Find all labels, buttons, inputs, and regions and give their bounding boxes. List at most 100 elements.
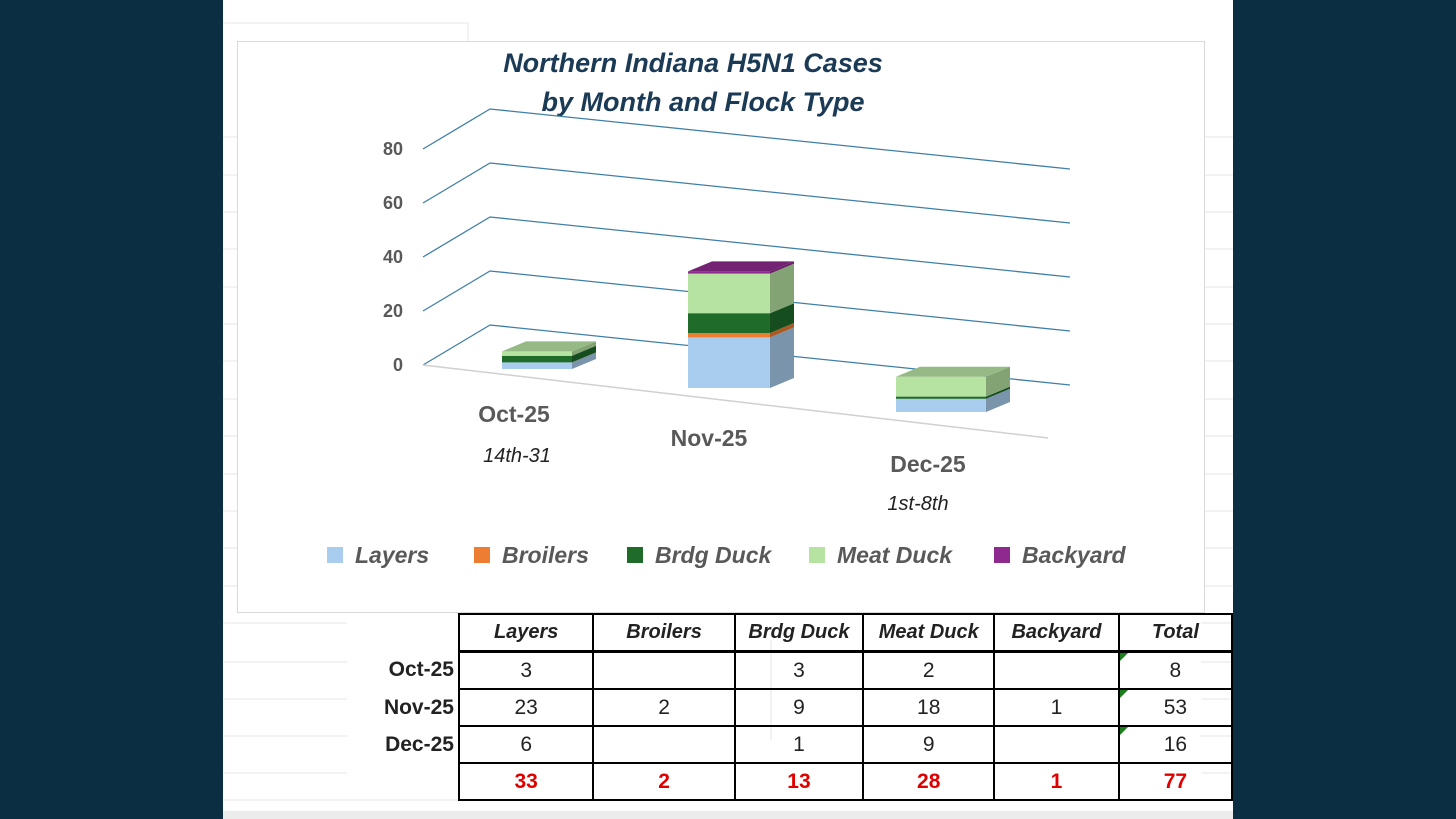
total-cell[interactable]: 2 (592, 762, 736, 801)
bar-segment-side (770, 263, 794, 314)
legend-label: Broilers (502, 542, 589, 568)
x-axis-labels: Oct-25 14th-31 Nov-25 Dec-25 1st-8th (478, 401, 966, 515)
table-header-row: Layers Broilers Brdg Duck Meat Duck Back… (347, 613, 1233, 653)
gridline (422, 108, 1071, 170)
table-cell-total[interactable]: 53 (1117, 688, 1233, 727)
table-corner (347, 614, 459, 652)
gridline (422, 162, 1071, 224)
slide: Northern Indiana H5N1 Cases by Month and… (223, 0, 1233, 819)
table-cell[interactable] (592, 650, 736, 690)
bar-stacks (502, 261, 1010, 412)
header-brdg-duck: Brdg Duck (733, 613, 865, 653)
row-label: Oct-25 (388, 658, 454, 682)
bar-segment-layers (502, 362, 572, 369)
bar-segment-meat-duck (688, 273, 770, 314)
total-cell[interactable]: 28 (862, 762, 996, 801)
y-tick-label: 40 (383, 247, 403, 267)
data-table: Layers Broilers Brdg Duck Meat Duck Back… (347, 613, 1233, 801)
table-row: Dec-25 6 1 9 16 (347, 725, 1233, 764)
x-category-label: Oct-25 (478, 401, 550, 427)
chart-svg: Northern Indiana H5N1 Cases by Month and… (327, 48, 1127, 568)
legend-label: Meat Duck (837, 542, 953, 568)
legend-swatch (994, 547, 1010, 563)
table-cell[interactable]: 23 (457, 688, 595, 727)
row-label-empty (347, 763, 459, 800)
bar-segment-side (572, 352, 596, 369)
x-category-label: Dec-25 (890, 451, 966, 477)
legend: Layers Broilers Brdg Duck Meat Duck Backyard (327, 542, 1127, 568)
table-cell[interactable]: 2 (862, 650, 996, 690)
bar-segment-layers (896, 398, 986, 412)
header-broilers: Broilers (592, 613, 736, 653)
y-tick-label: 60 (383, 193, 403, 213)
bar-stack-nov-25 (688, 261, 794, 388)
bar-segment-side (770, 327, 794, 388)
bar-segment-side (986, 366, 1010, 397)
table-cell[interactable]: 9 (733, 688, 865, 727)
total-cell[interactable]: 33 (457, 762, 595, 801)
bar-segment-meat-duck (502, 351, 572, 356)
bar-stack-oct-25 (502, 341, 596, 369)
bar-segment-brdg-duck (502, 355, 572, 363)
legend-label: Brdg Duck (655, 542, 773, 568)
table-totals-row: 33 2 13 28 1 77 (347, 762, 1233, 801)
total-cell[interactable]: 1 (993, 762, 1120, 801)
bar-segment-meat-duck (896, 376, 986, 397)
table-cell[interactable]: 1 (993, 688, 1120, 727)
legend-swatch (627, 547, 643, 563)
bar-stack-dec-25 (896, 366, 1010, 412)
x-category-sublabel: 1st-8th (887, 493, 948, 515)
header-total: Total (1117, 613, 1233, 653)
y-tick-label: 80 (383, 139, 403, 159)
row-label: Nov-25 (383, 695, 454, 719)
legend-label: Layers (355, 542, 429, 568)
gridline (422, 324, 1071, 386)
table-cell[interactable]: 18 (862, 688, 996, 727)
x-category-label: Nov-25 (671, 425, 748, 451)
table-cell[interactable] (993, 650, 1120, 690)
table-cell[interactable]: 9 (862, 725, 996, 764)
bar-segment-side (572, 341, 596, 356)
gridline (422, 270, 1071, 332)
table-cell[interactable]: 1 (733, 725, 865, 764)
bar-segment-brdg-duck (896, 396, 986, 399)
table-cell[interactable]: 2 (592, 688, 736, 727)
header-backyard: Backyard (993, 613, 1120, 653)
table-row: Oct-25 3 3 2 8 (347, 650, 1233, 690)
bar-segment-backyard (688, 271, 770, 274)
table-cell[interactable] (592, 725, 736, 764)
bar-segment-side (986, 386, 1010, 399)
bar-segment-side (986, 388, 1010, 412)
gridline (422, 216, 1071, 278)
table-cell[interactable]: 3 (457, 650, 595, 690)
legend-swatch (809, 547, 825, 563)
bar-segment-top (502, 341, 596, 352)
bar-segment-top (896, 366, 1010, 377)
total-cell[interactable]: 13 (733, 762, 865, 801)
table-cell[interactable]: 6 (457, 725, 595, 764)
bar-segment-side (770, 323, 794, 338)
table-cell-total[interactable]: 8 (1117, 650, 1233, 690)
x-category-sublabel: 14th-31 (483, 445, 551, 467)
bar-segment-brdg-duck (688, 313, 770, 333)
table-cell-total[interactable]: 16 (1117, 725, 1233, 764)
table-cell[interactable]: 3 (733, 650, 865, 690)
bar-segment-side (770, 303, 794, 333)
table-row: Nov-25 23 2 9 18 1 53 (347, 688, 1233, 727)
total-cell[interactable]: 77 (1117, 762, 1233, 801)
bar-segment-top (688, 261, 794, 272)
header-meat-duck: Meat Duck (862, 613, 996, 653)
table-cell[interactable] (993, 725, 1120, 764)
chart-title-line1: Northern Indiana H5N1 Cases (503, 48, 883, 78)
y-tick-label: 0 (393, 355, 403, 375)
chart-gridlines (422, 108, 1071, 439)
row-label: Dec-25 (385, 732, 454, 756)
chart-title-line2: by Month and Flock Type (541, 87, 864, 117)
bar-segment-broilers (688, 333, 770, 338)
bar-segment-side (572, 345, 596, 363)
legend-swatch (474, 547, 490, 563)
legend-label: Backyard (1022, 542, 1127, 568)
y-tick-label: 20 (383, 301, 403, 321)
floor-edge (422, 364, 1049, 439)
y-axis-ticks: 0 20 40 60 80 (383, 139, 403, 375)
